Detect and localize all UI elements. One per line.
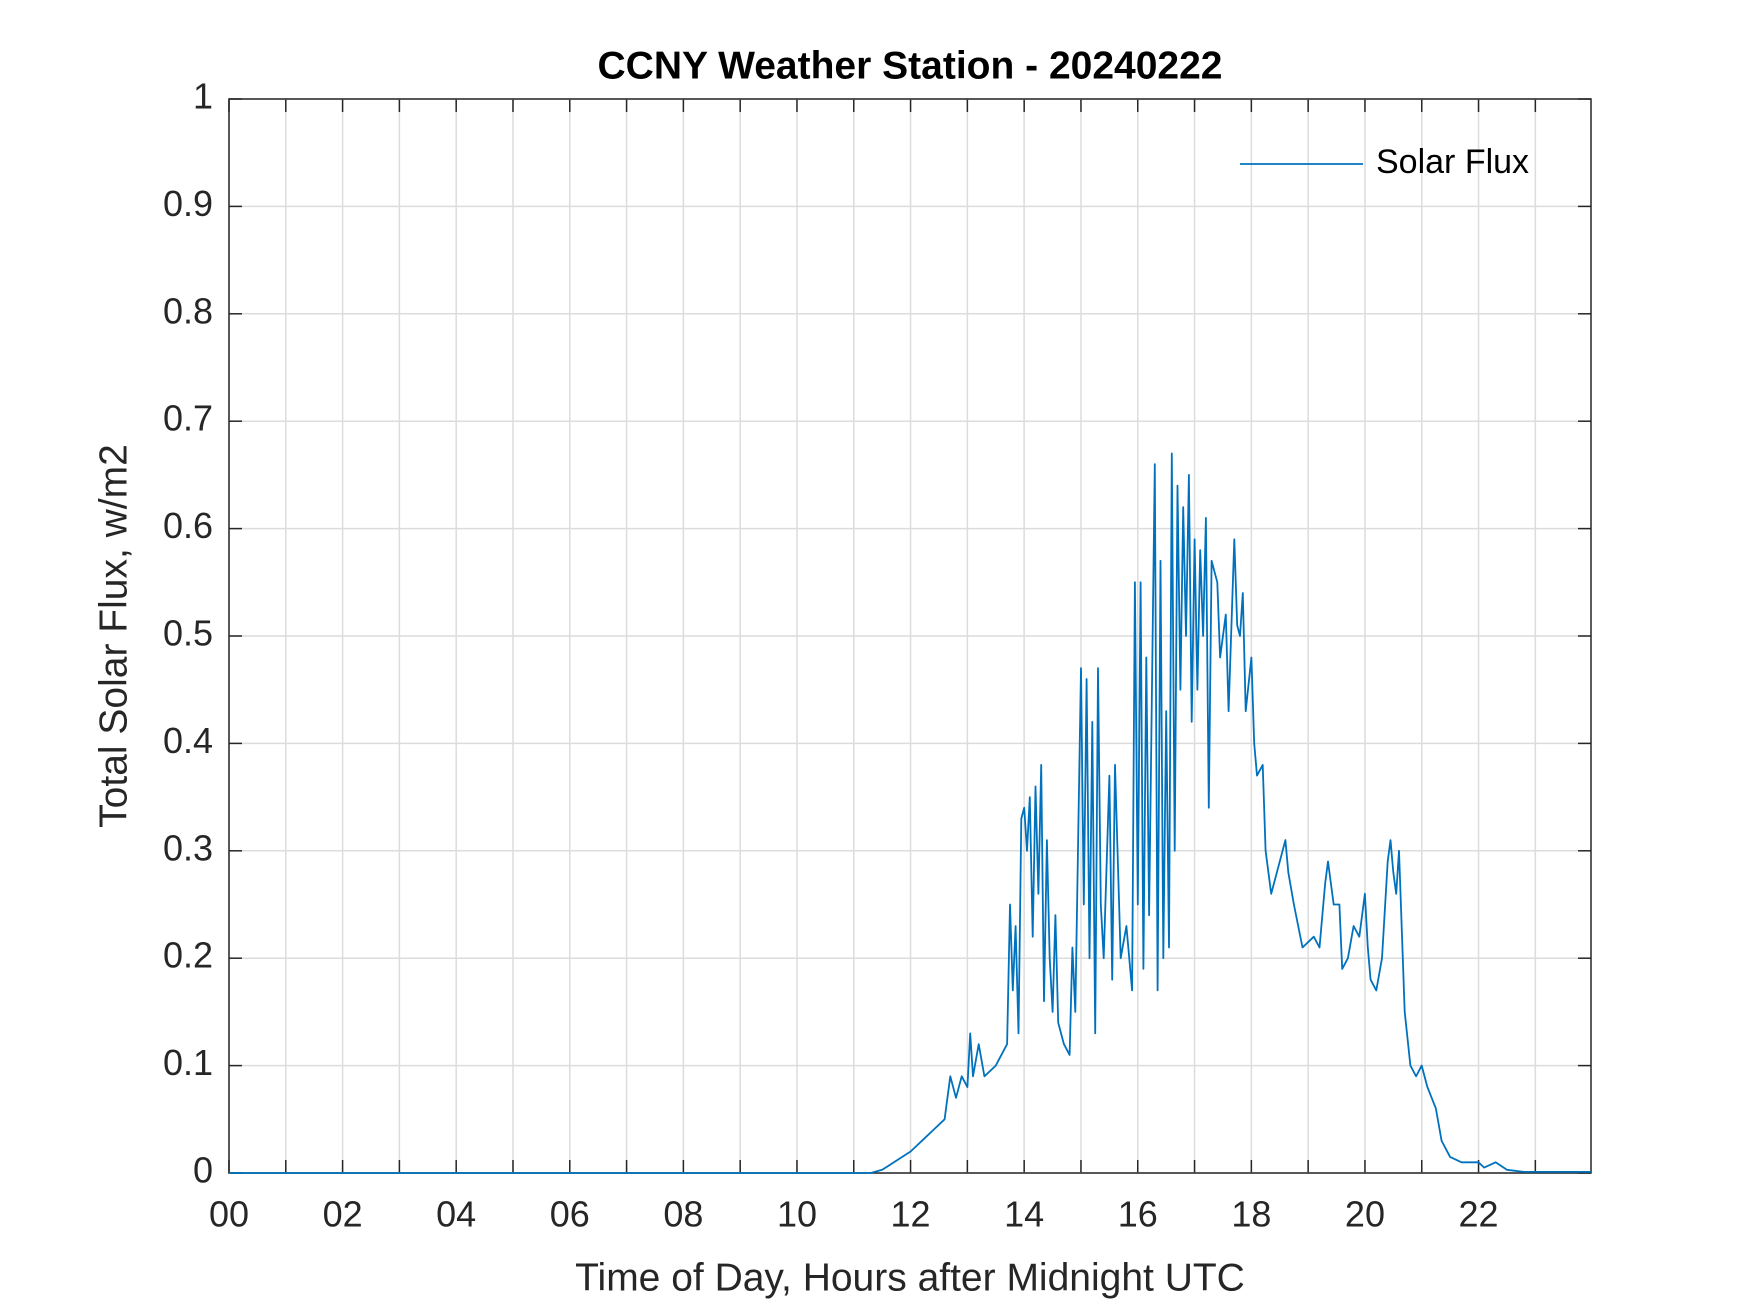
- y-tick-label: 0.9: [163, 183, 213, 224]
- series-line: [229, 452, 1591, 1174]
- y-axis-label: Total Solar Flux, w/m2: [92, 444, 135, 828]
- y-tick-label: 0.3: [163, 827, 213, 868]
- legend-label: Solar Flux: [1376, 143, 1529, 181]
- x-tick-label: 22: [1459, 1194, 1499, 1235]
- y-tick-label: 0.2: [163, 935, 213, 976]
- y-tick-label: 0.7: [163, 398, 213, 439]
- x-tick-label: 18: [1231, 1194, 1271, 1235]
- x-tick-label: 04: [436, 1194, 476, 1235]
- x-tick-label: 10: [777, 1194, 817, 1235]
- x-axis-label: Time of Day, Hours after Midnight UTC: [575, 1256, 1245, 1299]
- x-tick-label: 14: [1004, 1194, 1044, 1235]
- x-tick-label: 00: [209, 1194, 249, 1235]
- y-tick-label: 1: [193, 76, 213, 117]
- x-tick-label: 16: [1118, 1194, 1158, 1235]
- y-tick-label: 0.1: [163, 1042, 213, 1083]
- x-tick-label: 06: [550, 1194, 590, 1235]
- chart-title: CCNY Weather Station - 20240222: [598, 44, 1223, 87]
- x-tick-label: 02: [323, 1194, 363, 1235]
- y-tick-label: 0.5: [163, 613, 213, 654]
- x-tick-label: 08: [663, 1194, 703, 1235]
- x-tick-label: 20: [1345, 1194, 1385, 1235]
- y-tick-label: 0.8: [163, 290, 213, 331]
- x-tick-label: 12: [891, 1194, 931, 1235]
- y-tick-label: 0.6: [163, 505, 213, 546]
- y-tick-label: 0: [193, 1150, 213, 1191]
- y-tick-label: 0.4: [163, 720, 213, 761]
- plot-frame: [228, 98, 1592, 1174]
